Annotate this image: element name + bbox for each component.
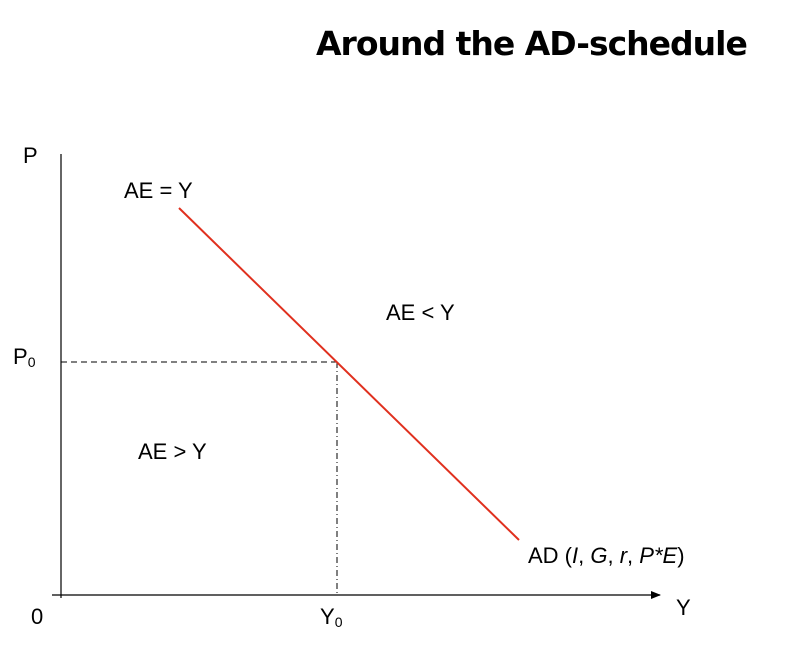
page-title: Around the AD-schedule <box>316 24 748 63</box>
ad-curve <box>178 207 520 541</box>
y-axis-label: P <box>23 143 38 168</box>
region-label-less: AE < Y <box>386 300 455 325</box>
y0-label-subscript: 0 <box>334 614 343 630</box>
region-label-equal: AE = Y <box>124 178 193 203</box>
ad-curve-label: AD (I, G, r, P*E) <box>528 545 685 567</box>
origin-label: 0 <box>31 604 44 629</box>
p0-label: P0 <box>13 344 36 370</box>
x-axis-label: Y <box>676 595 691 620</box>
p0-label-subscript: 0 <box>27 354 36 370</box>
ad-label-arg: I <box>572 543 579 568</box>
p0-label-main: P <box>13 344 28 369</box>
ad-label-arg: P*E <box>639 543 678 568</box>
y0-label: Y0 <box>320 604 343 630</box>
ad-label-prefix: AD ( <box>528 543 572 568</box>
ad-label-arg: r <box>619 543 628 568</box>
ad-label-args: I, G, r, P*E <box>572 543 678 568</box>
region-label-greater: AE > Y <box>138 439 207 464</box>
ad-label-arg: G <box>590 543 608 568</box>
y0-label-main: Y <box>320 604 335 629</box>
ad-label-suffix: ) <box>677 543 685 568</box>
